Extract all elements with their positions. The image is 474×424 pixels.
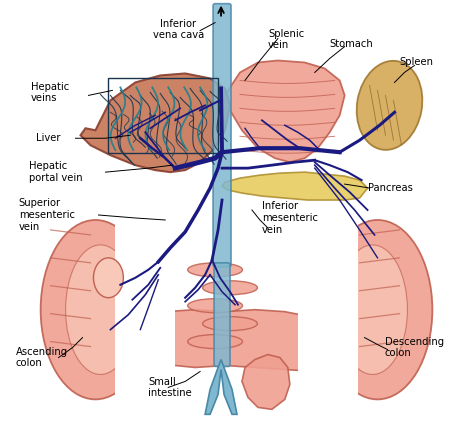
Polygon shape [222,172,367,200]
Polygon shape [224,61,345,162]
Text: Hepatic
portal vein: Hepatic portal vein [29,161,82,183]
Text: Pancreas: Pancreas [367,183,412,193]
Bar [115,225,175,404]
Text: Superior
mesenteric
vein: Superior mesenteric vein [18,198,75,232]
FancyBboxPatch shape [213,4,231,267]
Ellipse shape [323,220,432,399]
Polygon shape [81,73,230,172]
Text: Hepatic
veins: Hepatic veins [31,81,69,103]
Text: Spleen: Spleen [400,58,433,67]
Bar [298,225,357,404]
Ellipse shape [356,61,422,150]
Ellipse shape [93,258,123,298]
Ellipse shape [188,335,243,349]
Text: Stomach: Stomach [330,39,374,49]
Text: Splenic
vein: Splenic vein [268,28,304,50]
Text: Inferior
mesenteric
vein: Inferior mesenteric vein [262,201,318,234]
Polygon shape [242,354,290,409]
Ellipse shape [188,263,243,277]
FancyBboxPatch shape [214,263,230,366]
Text: Inferior
vena cava: Inferior vena cava [153,19,204,40]
Bar [109,78,218,153]
Polygon shape [120,310,355,371]
Ellipse shape [337,245,408,374]
Text: Ascending
colon: Ascending colon [16,347,68,368]
Text: Descending
colon: Descending colon [384,337,444,358]
Ellipse shape [41,220,150,399]
Ellipse shape [65,245,136,374]
Ellipse shape [202,317,257,331]
Polygon shape [205,360,237,414]
Ellipse shape [188,299,243,312]
Text: Liver: Liver [36,133,60,143]
Ellipse shape [202,281,257,295]
Text: Small
intestine: Small intestine [148,377,192,398]
